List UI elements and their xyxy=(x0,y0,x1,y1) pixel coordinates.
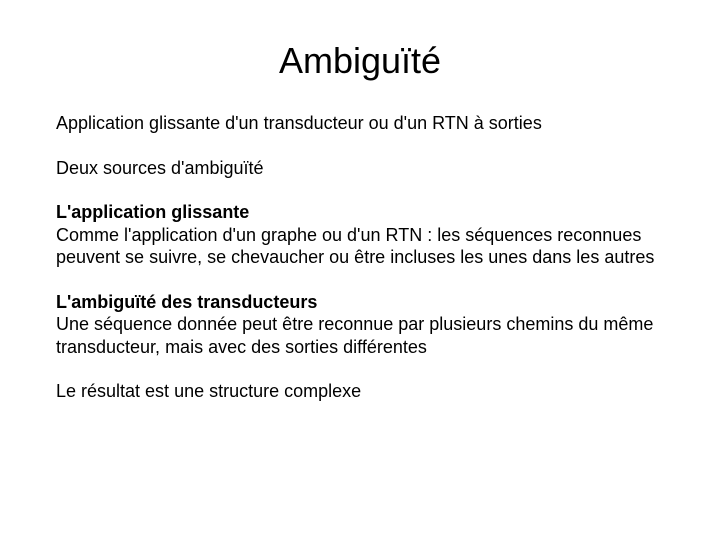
section1-body: Comme l'application d'un graphe ou d'un … xyxy=(56,224,664,269)
section-sliding-application: L'application glissante Comme l'applicat… xyxy=(56,201,664,269)
section-transducer-ambiguity: L'ambiguïté des transducteurs Une séquen… xyxy=(56,291,664,359)
section2-heading: L'ambiguïté des transducteurs xyxy=(56,291,664,314)
section2-body: Une séquence donnée peut être reconnue p… xyxy=(56,313,664,358)
slide-container: Ambiguïté Application glissante d'un tra… xyxy=(0,0,720,540)
section1-heading: L'application glissante xyxy=(56,201,664,224)
sources-text: Deux sources d'ambiguïté xyxy=(56,157,664,180)
intro-text: Application glissante d'un transducteur … xyxy=(56,112,664,135)
closing-text: Le résultat est une structure complexe xyxy=(56,380,664,403)
slide-title: Ambiguïté xyxy=(0,0,720,112)
slide-body: Application glissante d'un transducteur … xyxy=(0,112,720,403)
